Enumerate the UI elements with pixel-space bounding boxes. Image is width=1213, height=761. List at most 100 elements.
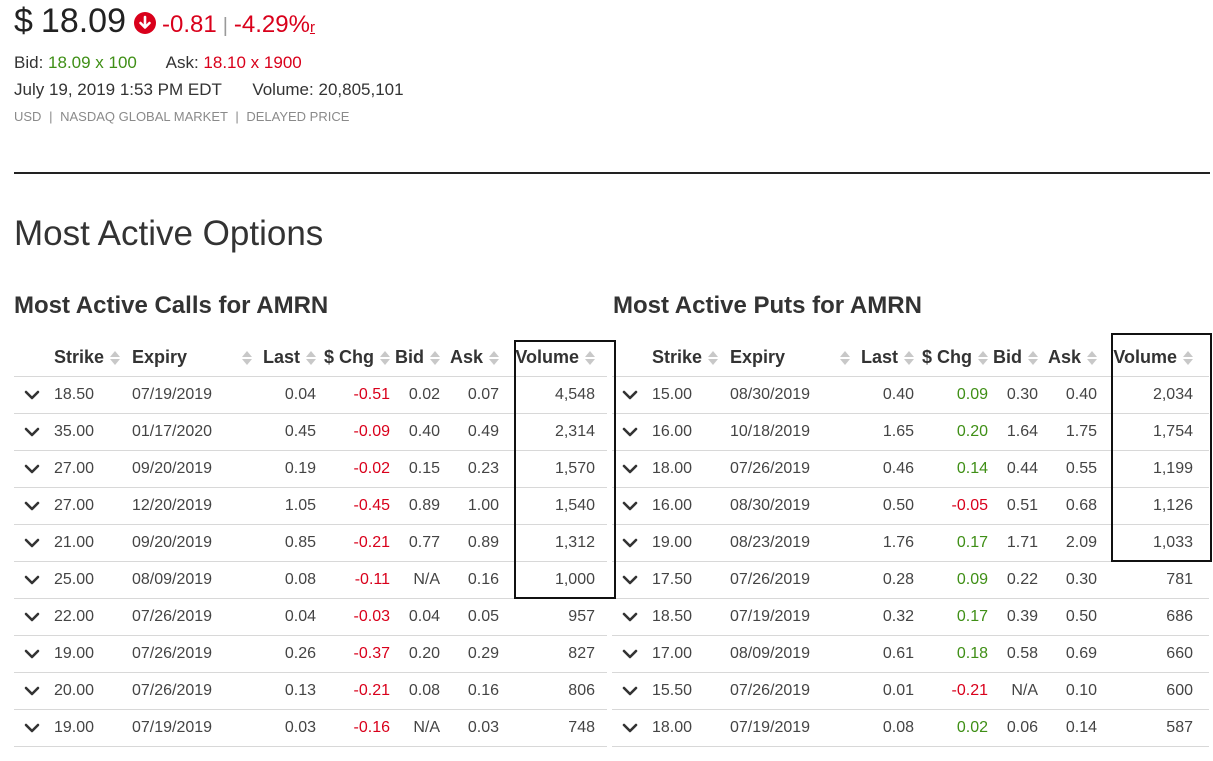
column-header-expiry[interactable]: Expiry xyxy=(730,347,850,368)
table-row[interactable]: 18.00 07/26/2019 0.46 0.14 0.44 0.55 1,199 xyxy=(612,451,1209,488)
volume-value: 20,805,101 xyxy=(318,80,404,99)
cell-expiry: 07/19/2019 xyxy=(132,719,213,736)
cell-last: 0.19 xyxy=(284,460,316,477)
table-row[interactable]: 35.00 01/17/2020 0.45 -0.09 0.40 0.49 2,314 xyxy=(14,414,607,451)
column-header-bid[interactable]: Bid xyxy=(390,347,440,368)
column-header-label: Strike xyxy=(652,347,703,367)
sort-icon[interactable] xyxy=(306,350,316,366)
table-row[interactable]: 15.00 08/30/2019 0.40 0.09 0.30 0.40 2,034 xyxy=(612,377,1209,414)
cell-bid: 0.51 xyxy=(1006,497,1038,514)
cell-chg: -0.16 xyxy=(353,719,390,736)
cell-volume: 1,199 xyxy=(1152,460,1193,477)
sort-icon[interactable] xyxy=(489,350,499,366)
table-row[interactable]: 20.00 07/26/2019 0.13 -0.21 0.08 0.16 806 xyxy=(14,673,607,710)
table-row[interactable]: 18.00 07/19/2019 0.08 0.02 0.06 0.14 587 xyxy=(612,710,1209,747)
column-header-label: Ask xyxy=(1047,347,1081,367)
table-row[interactable]: 18.50 07/19/2019 0.04 -0.51 0.02 0.07 4,548 xyxy=(14,377,607,414)
chevron-down-icon[interactable] xyxy=(612,686,652,696)
sort-icon[interactable] xyxy=(1087,350,1097,366)
cell-strike: 17.00 xyxy=(652,645,693,662)
chevron-down-icon[interactable] xyxy=(14,723,54,733)
sort-icon[interactable] xyxy=(585,350,595,366)
chevron-down-icon[interactable] xyxy=(612,538,652,548)
table-row[interactable]: 19.00 08/23/2019 1.76 0.17 1.71 2.09 1,033 xyxy=(612,525,1209,562)
cell-ask: 0.69 xyxy=(1065,645,1097,662)
ask-value: 18.10 x 1900 xyxy=(203,53,302,72)
chevron-down-icon[interactable] xyxy=(14,686,54,696)
cell-ask: 0.05 xyxy=(467,608,499,625)
quote-pct-marker[interactable]: r xyxy=(309,19,315,36)
table-row[interactable]: 16.00 08/30/2019 0.50 -0.05 0.51 0.68 1,126 xyxy=(612,488,1209,525)
cell-expiry: 07/19/2019 xyxy=(730,608,811,625)
table-row[interactable]: 17.50 07/26/2019 0.28 0.09 0.22 0.30 781 xyxy=(612,562,1209,599)
puts-table: Strike Expiry Last $ Chg Bid Ask Volume … xyxy=(612,339,1209,747)
chevron-down-icon[interactable] xyxy=(612,464,652,474)
sort-icon[interactable] xyxy=(708,350,719,366)
cell-ask: 0.10 xyxy=(1065,682,1097,699)
chevron-down-icon[interactable] xyxy=(14,464,54,474)
cell-expiry: 09/20/2019 xyxy=(132,534,213,551)
table-row[interactable]: 18.50 07/19/2019 0.32 0.17 0.39 0.50 686 xyxy=(612,599,1209,636)
sort-icon[interactable] xyxy=(242,350,252,366)
sort-icon[interactable] xyxy=(430,350,440,366)
column-header-last[interactable]: Last xyxy=(850,347,914,368)
chevron-down-icon[interactable] xyxy=(14,612,54,622)
cell-last: 1.05 xyxy=(284,497,316,514)
table-row[interactable]: 19.00 07/19/2019 0.03 -0.16 N/A 0.03 748 xyxy=(14,710,607,747)
chevron-down-icon[interactable] xyxy=(14,649,54,659)
sort-icon[interactable] xyxy=(380,350,390,366)
table-row[interactable]: 27.00 09/20/2019 0.19 -0.02 0.15 0.23 1,570 xyxy=(14,451,607,488)
chevron-down-icon[interactable] xyxy=(612,427,652,437)
chevron-down-icon[interactable] xyxy=(14,538,54,548)
cell-strike: 27.00 xyxy=(54,460,95,477)
column-header-label: Ask xyxy=(449,347,483,367)
chevron-down-icon[interactable] xyxy=(14,390,54,400)
column-header-chg[interactable]: $ Chg xyxy=(914,347,988,368)
column-header-volume[interactable]: Volume xyxy=(1097,347,1201,368)
sort-icon[interactable] xyxy=(840,350,850,366)
column-header-label: Expiry xyxy=(132,347,188,367)
table-row[interactable]: 27.00 12/20/2019 1.05 -0.45 0.89 1.00 1,540 xyxy=(14,488,607,525)
sort-icon[interactable] xyxy=(1183,350,1193,366)
cell-chg: -0.02 xyxy=(353,460,390,477)
column-header-expiry[interactable]: Expiry xyxy=(132,347,252,368)
table-row[interactable]: 17.00 08/09/2019 0.61 0.18 0.58 0.69 660 xyxy=(612,636,1209,673)
cell-chg: 0.20 xyxy=(956,423,988,440)
column-header-ask[interactable]: Ask xyxy=(440,347,499,368)
meta-currency: USD xyxy=(14,109,42,124)
column-header-chg[interactable]: $ Chg xyxy=(316,347,390,368)
table-row[interactable]: 15.50 07/26/2019 0.01 -0.21 N/A 0.10 600 xyxy=(612,673,1209,710)
chevron-down-icon[interactable] xyxy=(612,612,652,622)
chevron-down-icon[interactable] xyxy=(14,427,54,437)
column-header-ask[interactable]: Ask xyxy=(1038,347,1097,368)
cell-strike: 18.50 xyxy=(652,608,693,625)
cell-chg: 0.17 xyxy=(956,534,988,551)
chevron-down-icon[interactable] xyxy=(612,390,652,400)
chevron-down-icon[interactable] xyxy=(612,575,652,585)
chevron-down-icon[interactable] xyxy=(14,501,54,511)
chevron-down-icon[interactable] xyxy=(612,723,652,733)
chevron-down-icon[interactable] xyxy=(612,501,652,511)
quote-meta: USD | NASDAQ GLOBAL MARKET | DELAYED PRI… xyxy=(14,109,349,124)
column-header-bid[interactable]: Bid xyxy=(988,347,1038,368)
cell-chg: 0.14 xyxy=(956,460,988,477)
chevron-down-icon[interactable] xyxy=(14,575,54,585)
cell-expiry: 10/18/2019 xyxy=(730,423,811,440)
meta-separator: | xyxy=(235,109,239,124)
column-header-last[interactable]: Last xyxy=(252,347,316,368)
chevron-down-icon[interactable] xyxy=(612,649,652,659)
sort-icon[interactable] xyxy=(978,350,988,366)
cell-expiry: 07/26/2019 xyxy=(132,682,213,699)
column-header-strike[interactable]: Strike xyxy=(54,347,132,368)
table-row[interactable]: 19.00 07/26/2019 0.26 -0.37 0.20 0.29 827 xyxy=(14,636,607,673)
table-row[interactable]: 22.00 07/26/2019 0.04 -0.03 0.04 0.05 957 xyxy=(14,599,607,636)
column-header-strike[interactable]: Strike xyxy=(652,347,730,368)
sort-icon[interactable] xyxy=(904,350,914,366)
table-row[interactable]: 16.00 10/18/2019 1.65 0.20 1.64 1.75 1,754 xyxy=(612,414,1209,451)
cell-bid: N/A xyxy=(413,719,440,736)
table-row[interactable]: 25.00 08/09/2019 0.08 -0.11 N/A 0.16 1,000 xyxy=(14,562,607,599)
table-row[interactable]: 21.00 09/20/2019 0.85 -0.21 0.77 0.89 1,312 xyxy=(14,525,607,562)
sort-icon[interactable] xyxy=(1028,350,1038,366)
sort-icon[interactable] xyxy=(110,350,121,366)
column-header-volume[interactable]: Volume xyxy=(499,347,603,368)
